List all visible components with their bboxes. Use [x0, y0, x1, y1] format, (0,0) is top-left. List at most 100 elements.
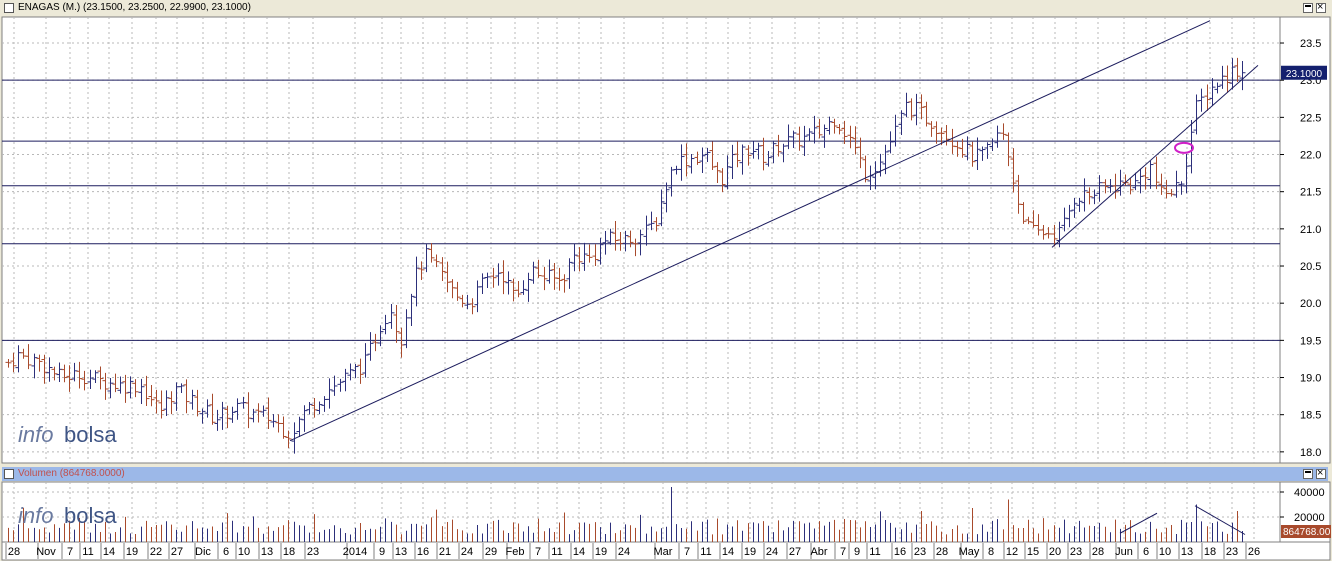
ohlc-bar — [1102, 179, 1109, 194]
price-tick-label: 21.5 — [1300, 187, 1321, 199]
date-tick-label: 28 — [1092, 546, 1104, 558]
date-tick-label: 9 — [854, 546, 860, 558]
ohlc-bar — [969, 141, 976, 167]
ohlc-bar — [1071, 197, 1078, 218]
volume-last-value-tag — [1281, 525, 1331, 538]
date-tick-label: 28 — [8, 546, 20, 558]
ohlc-bar — [1224, 65, 1231, 93]
ohlc-bar — [597, 237, 604, 265]
ohlc-bar — [765, 150, 772, 167]
ohlc-bar — [790, 130, 797, 149]
ohlc-bar — [1147, 160, 1154, 189]
date-tick-label: 23 — [1070, 546, 1082, 558]
price-watermark-info: info — [18, 422, 53, 447]
ohlc-bar — [1056, 221, 1063, 248]
date-tick-label: 7 — [840, 546, 846, 558]
ohlc-bar — [688, 153, 695, 174]
ohlc-bar — [459, 294, 466, 308]
ohlc-bar — [209, 393, 216, 425]
date-tick-label: Jun — [1115, 546, 1133, 558]
price-tick-label: 22.5 — [1300, 112, 1321, 124]
price-tick-label: 18.5 — [1300, 410, 1321, 422]
date-tick-label: 13 — [395, 546, 407, 558]
ohlc-bar — [433, 254, 440, 268]
volume-panel-title: Volumen (864768.0000) — [18, 468, 125, 479]
ohlc-bar — [836, 124, 843, 135]
volume-minimize-button[interactable] — [1303, 469, 1313, 479]
ohlc-bar — [479, 273, 486, 295]
date-tick-label: 11 — [700, 546, 711, 558]
ohlc-bar — [199, 408, 206, 424]
date-tick-label: 11 — [551, 546, 562, 558]
ohlc-bar — [841, 120, 848, 145]
ohlc-bar — [285, 430, 292, 449]
ohlc-bar — [556, 267, 563, 291]
date-tick-label: 11 — [82, 546, 93, 558]
ohlc-bar — [576, 247, 583, 272]
ohlc-bar — [234, 398, 241, 420]
volume-close-button[interactable] — [1316, 467, 1326, 479]
ohlc-bar — [296, 416, 303, 437]
ohlc-bar — [796, 126, 803, 151]
ohlc-bar — [10, 352, 17, 373]
ohlc-bar — [541, 266, 548, 291]
ohlc-bar — [704, 147, 711, 163]
ohlc-bar — [811, 115, 818, 144]
price-tick-label: 22.0 — [1300, 150, 1321, 162]
ohlc-bar — [1209, 78, 1216, 107]
date-tick-label: May — [959, 546, 980, 558]
ohlc-bar — [36, 354, 43, 372]
date-tick-label: 22 — [150, 546, 162, 558]
volume-tick-label: 20000 — [1294, 512, 1325, 524]
date-tick-label: 23 — [914, 546, 926, 558]
date-tick-label: 12 — [1006, 546, 1018, 558]
ohlc-bar — [484, 272, 491, 288]
ohlc-bar — [1153, 156, 1160, 190]
price-last-value-tag — [1281, 65, 1327, 80]
price-tick-label: 23.5 — [1300, 38, 1321, 50]
date-tick-label: Mar — [654, 546, 673, 558]
date-tick-label: 7 — [535, 546, 541, 558]
ohlc-bar — [694, 151, 701, 165]
ohlc-bar — [1086, 187, 1093, 205]
date-tick-label: 14 — [573, 546, 585, 558]
ohlc-bar — [520, 280, 527, 295]
ohlc-bar — [326, 378, 333, 409]
ohlc-bar — [1020, 202, 1027, 224]
ohlc-bar — [454, 281, 461, 301]
panel-icon — [4, 469, 14, 479]
volume-watermark-bolsa: bolsa — [64, 503, 117, 528]
ohlc-bar — [439, 257, 446, 281]
ohlc-bar — [739, 144, 746, 175]
ohlc-bar — [943, 125, 950, 146]
ohlc-bar — [316, 401, 323, 415]
ohlc-bar — [801, 125, 808, 157]
close-button[interactable] — [1316, 1, 1326, 13]
volume-tick-label: 40000 — [1294, 487, 1325, 499]
ohlc-bar — [908, 98, 915, 121]
minimize-button[interactable] — [1303, 3, 1313, 13]
ohlc-bar — [377, 325, 384, 347]
ohlc-bar — [393, 304, 400, 343]
ohlc-bar — [31, 353, 38, 379]
ohlc-bar — [821, 124, 828, 148]
ohlc-bar — [469, 298, 476, 315]
ohlc-bar — [709, 141, 716, 170]
price-panel-title: ENAGAS (M.) (23.1500, 23.2500, 22.9900, … — [18, 2, 251, 13]
ohlc-bar — [750, 141, 757, 159]
ohlc-bar — [637, 229, 644, 256]
date-tick-label: 20 — [1049, 546, 1061, 558]
ohlc-bar — [229, 406, 236, 423]
ohlc-bar — [495, 263, 502, 286]
ohlc-bar — [1188, 119, 1195, 174]
ohlc-bar — [847, 125, 854, 149]
ohlc-bar — [1076, 197, 1083, 212]
date-tick-label: 10 — [238, 546, 250, 558]
price-tick-label: 21.0 — [1300, 224, 1321, 236]
ohlc-bar — [653, 217, 660, 232]
ohlc-bar — [122, 374, 129, 403]
price-tick-label: 20.5 — [1300, 261, 1321, 273]
ohlc-bar — [1025, 216, 1032, 225]
ohlc-bar — [648, 211, 655, 231]
ohlc-bar — [1096, 175, 1103, 202]
